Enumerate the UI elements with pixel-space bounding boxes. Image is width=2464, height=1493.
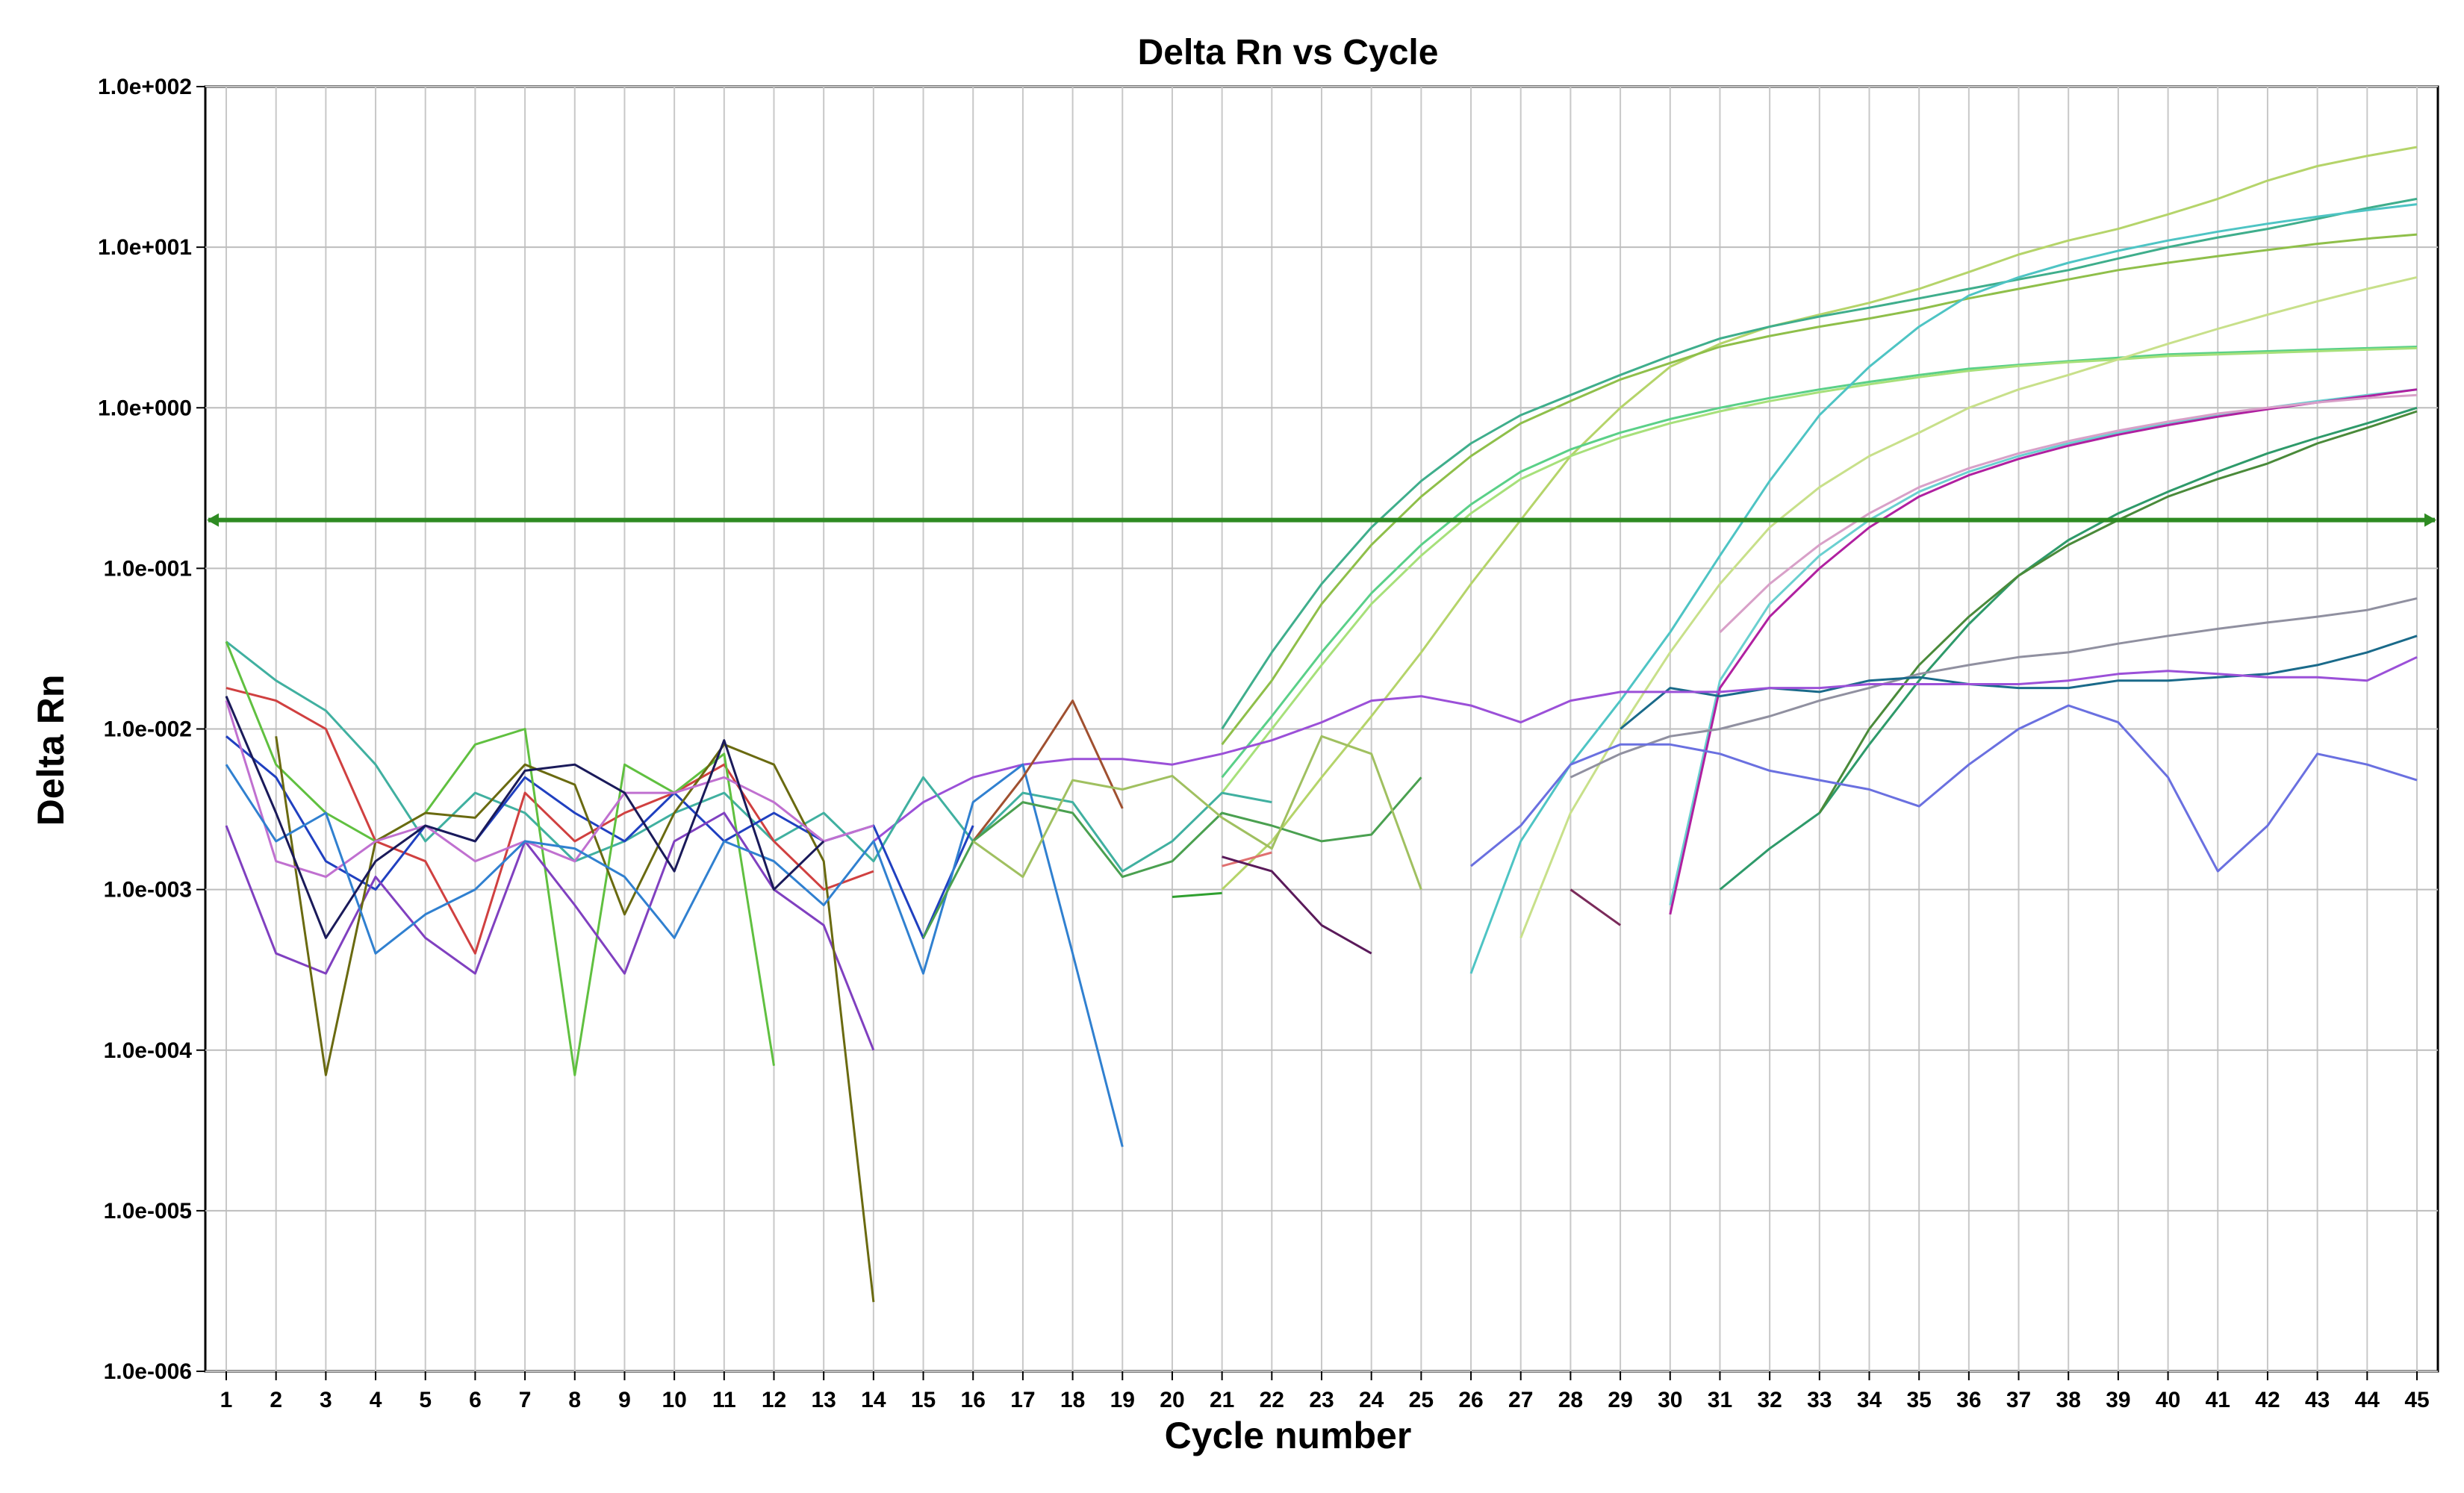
x-tick-label: 27 [1508, 1388, 1533, 1412]
x-tick-label: 12 [762, 1388, 786, 1412]
x-tick-label: 8 [568, 1388, 581, 1412]
y-tick-label: 1.0e-003 [104, 878, 192, 903]
series-line-10 [1719, 393, 2418, 634]
x-tick-label: 6 [469, 1388, 482, 1412]
x-tick-label: 7 [519, 1388, 532, 1412]
series-line-16 [1470, 704, 2418, 873]
x-tick-label: 18 [1060, 1388, 1085, 1412]
x-tick-label: 3 [320, 1388, 332, 1412]
y-axis-label: Delta Rn [30, 675, 72, 826]
series-line-32 [1569, 888, 1621, 926]
series-line-18 [225, 687, 874, 955]
threshold-arrow-right [2424, 513, 2436, 527]
x-tick-label: 32 [1757, 1388, 1782, 1412]
x-tick-label: 10 [662, 1388, 686, 1412]
series-line-14 [1620, 635, 2418, 730]
x-tick-label: 1 [220, 1388, 233, 1412]
x-tick-label: 5 [419, 1388, 432, 1412]
x-tick-label: 17 [1010, 1388, 1035, 1412]
series-line-5 [1221, 346, 2418, 794]
chart-title: Delta Rn vs Cycle [1138, 33, 1439, 72]
x-axis-label: Cycle number [1165, 1415, 1412, 1456]
series-line-21 [225, 811, 875, 1051]
series-line-30 [1222, 855, 1372, 955]
series-line-25 [972, 699, 1124, 842]
y-tick-label: 1.0e-001 [104, 556, 192, 581]
x-tick-label: 13 [811, 1388, 836, 1412]
x-tick-label: 21 [1210, 1388, 1234, 1412]
x-tick-label: 34 [1857, 1388, 1882, 1412]
y-tick-label: 1.0e+001 [98, 235, 192, 260]
series-line-4 [1221, 346, 2418, 779]
grid-layer [204, 85, 2439, 1373]
x-tick-label: 29 [1608, 1388, 1632, 1412]
y-tick-label: 1.0e-006 [104, 1359, 192, 1384]
x-tick-label: 4 [370, 1388, 382, 1412]
x-tick-label: 23 [1309, 1388, 1334, 1412]
threshold-layer [207, 513, 2436, 527]
x-tick-label: 40 [2156, 1388, 2180, 1412]
delta-rn-chart: Delta Rn vs Cycle Delta Rn Cycle number … [30, 33, 2439, 1456]
series-line-2 [1221, 197, 2418, 730]
x-tick-label: 15 [911, 1388, 936, 1412]
series-line-11 [1719, 406, 2418, 891]
series-line-13 [1569, 597, 2418, 779]
y-tick-label: 1.0e+002 [98, 75, 192, 99]
series-line-26 [922, 776, 1422, 939]
series-line-6 [1469, 203, 2418, 974]
series-line-23 [225, 700, 874, 879]
x-tick-label: 20 [1160, 1388, 1184, 1412]
series-line-3 [1221, 233, 2418, 746]
x-tick-label: 2 [270, 1388, 282, 1412]
x-tick-label: 45 [2404, 1388, 2429, 1412]
series-line-24 [225, 763, 1124, 1147]
x-tick-label: 33 [1807, 1388, 1832, 1412]
series-line-29 [1222, 851, 1272, 867]
series-line-1 [1221, 146, 2418, 891]
x-tick-label: 9 [618, 1388, 631, 1412]
series-layer [225, 146, 2418, 1303]
x-tick-label: 19 [1110, 1388, 1135, 1412]
x-tick-label: 39 [2106, 1388, 2130, 1412]
series-line-31 [1172, 891, 1222, 898]
x-tick-label: 38 [2056, 1388, 2081, 1412]
x-tick-label: 25 [1409, 1388, 1434, 1412]
threshold-arrow-left [207, 513, 219, 527]
y-tick-label: 1.0e-002 [104, 717, 192, 742]
series-line-28 [225, 696, 825, 939]
y-tick-label: 1.0e-005 [104, 1199, 192, 1224]
series-line-7 [1519, 275, 2418, 938]
x-tick-label: 28 [1558, 1388, 1583, 1412]
y-tick-label: 1.0e+000 [98, 396, 192, 420]
x-tick-label: 26 [1458, 1388, 1483, 1412]
tick-layer: 1.0e+002 1.0e+001 1.0e+000 1.0e-001 1.0e-002… [98, 75, 2430, 1412]
x-tick-label: 35 [1906, 1388, 1931, 1412]
x-tick-label: 43 [2305, 1388, 2330, 1412]
x-tick-label: 11 [712, 1388, 736, 1412]
series-line-15 [872, 655, 2418, 843]
x-tick-label: 24 [1359, 1388, 1384, 1412]
x-tick-label: 41 [2206, 1388, 2230, 1412]
x-tick-label: 44 [2355, 1388, 2380, 1412]
x-tick-label: 42 [2255, 1388, 2280, 1412]
x-tick-label: 37 [2006, 1388, 2031, 1412]
x-tick-label: 31 [1708, 1388, 1732, 1412]
x-tick-label: 30 [1658, 1388, 1682, 1412]
series-line-27 [972, 735, 1422, 891]
x-tick-label: 16 [961, 1388, 986, 1412]
series-line-20 [225, 640, 775, 1076]
x-tick-label: 22 [1260, 1388, 1284, 1412]
y-tick-label: 1.0e-004 [104, 1038, 193, 1063]
chart-frame: Delta Rn vs Cycle Delta Rn Cycle number … [22, 22, 2442, 1471]
x-tick-label: 36 [1956, 1388, 1981, 1412]
x-tick-label: 14 [861, 1388, 886, 1412]
